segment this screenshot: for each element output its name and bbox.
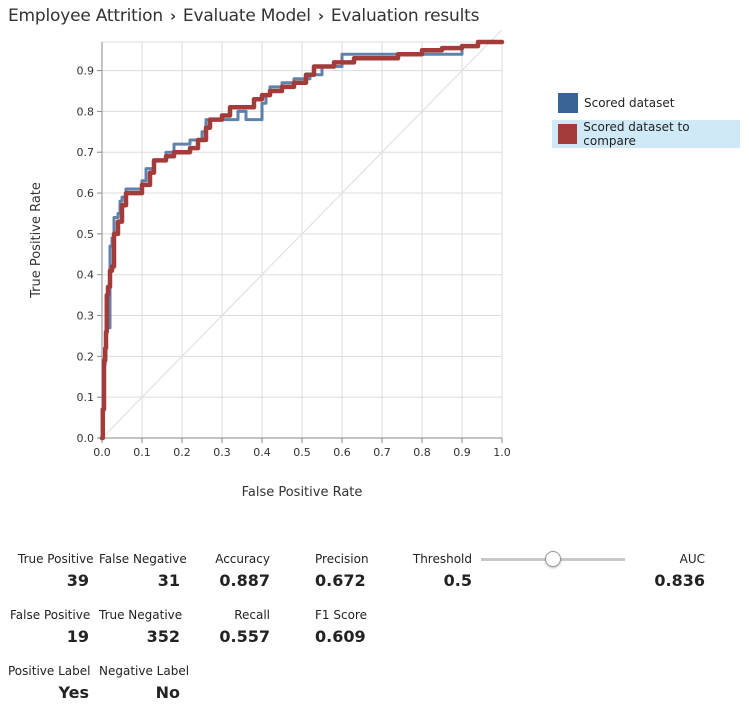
- metric-value: 19: [66, 627, 89, 646]
- metric-label: Recall: [234, 608, 270, 622]
- metric-recall: Recall 0.557: [205, 608, 270, 646]
- breadcrumb-separator-icon: ›: [169, 7, 176, 25]
- y-tick-label: 0.9: [77, 65, 95, 78]
- metric-accuracy: Accuracy 0.887: [205, 552, 270, 590]
- metric-precision: Precision 0.672: [315, 552, 385, 590]
- metric-label: F1 Score: [315, 608, 367, 622]
- metric-label: False Negative: [99, 552, 187, 566]
- metric-value: 0.557: [219, 627, 270, 646]
- metric-value: 0.672: [315, 571, 366, 590]
- diagonal-reference-line: [101, 30, 503, 439]
- x-tick-label: 1.0: [493, 446, 511, 459]
- metric-true-positive: True Positive 39: [18, 552, 94, 590]
- metric-f1-score: F1 Score 0.609: [315, 608, 385, 646]
- metric-value: Yes: [58, 683, 90, 702]
- metric-label: False Positive: [10, 608, 91, 622]
- metric-label: True Negative: [99, 608, 183, 622]
- metric-label: Precision: [315, 552, 369, 566]
- y-tick-label: 0.1: [77, 391, 95, 404]
- x-tick-label: 0.8: [413, 446, 431, 459]
- legend-item-compare[interactable]: Scored dataset to compare: [552, 120, 740, 148]
- y-tick-label: 0.3: [77, 310, 95, 323]
- breadcrumb-item-current: Evaluation results: [330, 6, 480, 26]
- metric-threshold: Threshold 0.5: [410, 552, 472, 590]
- metric-auc: AUC 0.836: [640, 552, 705, 590]
- x-tick-label: 0.0: [93, 446, 111, 459]
- legend-label-scored: Scored dataset: [584, 96, 675, 110]
- y-tick-label: 0.4: [77, 269, 95, 282]
- breadcrumb-separator-icon: ›: [317, 7, 324, 25]
- threshold-slider[interactable]: [481, 551, 625, 567]
- x-tick-label: 0.3: [213, 446, 231, 459]
- metric-true-negative: True Negative 352: [99, 608, 183, 646]
- metric-false-positive: False Positive 19: [10, 608, 91, 646]
- legend-label-compare: Scored dataset to compare: [583, 120, 690, 148]
- metric-label: AUC: [679, 552, 705, 566]
- x-tick-label: 0.2: [173, 446, 191, 459]
- metric-value: 0.836: [654, 571, 705, 590]
- legend-swatch-scored: [558, 93, 578, 113]
- x-tick-label: 0.5: [293, 446, 311, 459]
- x-tick-label: 0.1: [133, 446, 151, 459]
- x-tick-label: 0.9: [453, 446, 471, 459]
- threshold-slider-handle[interactable]: [545, 551, 561, 567]
- metric-value: 0.609: [315, 627, 366, 646]
- metric-value: No: [155, 683, 180, 702]
- metric-label: Accuracy: [215, 552, 270, 566]
- breadcrumb: Employee Attrition › Evaluate Model › Evalua…: [8, 6, 479, 26]
- metric-label: True Positive: [18, 552, 94, 566]
- x-tick-label: 0.7: [373, 446, 391, 459]
- y-tick-label: 0.8: [77, 105, 95, 118]
- metric-value: 31: [157, 571, 180, 590]
- metric-label: Negative Label: [99, 664, 190, 678]
- x-axis-label: False Positive Rate: [242, 485, 363, 500]
- metric-value: 0.887: [219, 571, 270, 590]
- roc-chart: 0.0 0.1 0.2 0.3 0.4 0.5 0.6 0.7 0.8 0.9 1.0 0.0 0.1 0…: [29, 30, 511, 500]
- y-tick-label: 0.7: [77, 146, 95, 159]
- metric-value: 352: [146, 627, 180, 646]
- breadcrumb-item-experiment[interactable]: Employee Attrition: [8, 6, 163, 26]
- y-axis-label: True Positive Rate: [29, 182, 44, 299]
- series-line-compare: [99, 39, 505, 441]
- y-tick-label: 0.5: [77, 228, 95, 241]
- x-tick-label: 0.6: [333, 446, 351, 459]
- x-tick-label: 0.4: [253, 446, 271, 459]
- metric-value: 0.5: [443, 571, 472, 590]
- metric-label: Threshold: [412, 552, 472, 566]
- y-tick-label: 0.2: [77, 350, 95, 363]
- metric-positive-label: Positive Label Yes: [8, 664, 91, 702]
- legend-item-scored[interactable]: Scored dataset: [552, 89, 674, 117]
- metric-label: Positive Label: [8, 664, 91, 678]
- metric-negative-label: Negative Label No: [99, 664, 190, 702]
- metric-false-negative: False Negative 31: [99, 552, 187, 590]
- breadcrumb-item-module[interactable]: Evaluate Model: [182, 6, 311, 26]
- y-tick-label: 0.0: [77, 432, 95, 445]
- y-tick-label: 0.6: [77, 187, 95, 200]
- legend-swatch-compare: [558, 124, 578, 144]
- metric-value: 39: [66, 571, 89, 590]
